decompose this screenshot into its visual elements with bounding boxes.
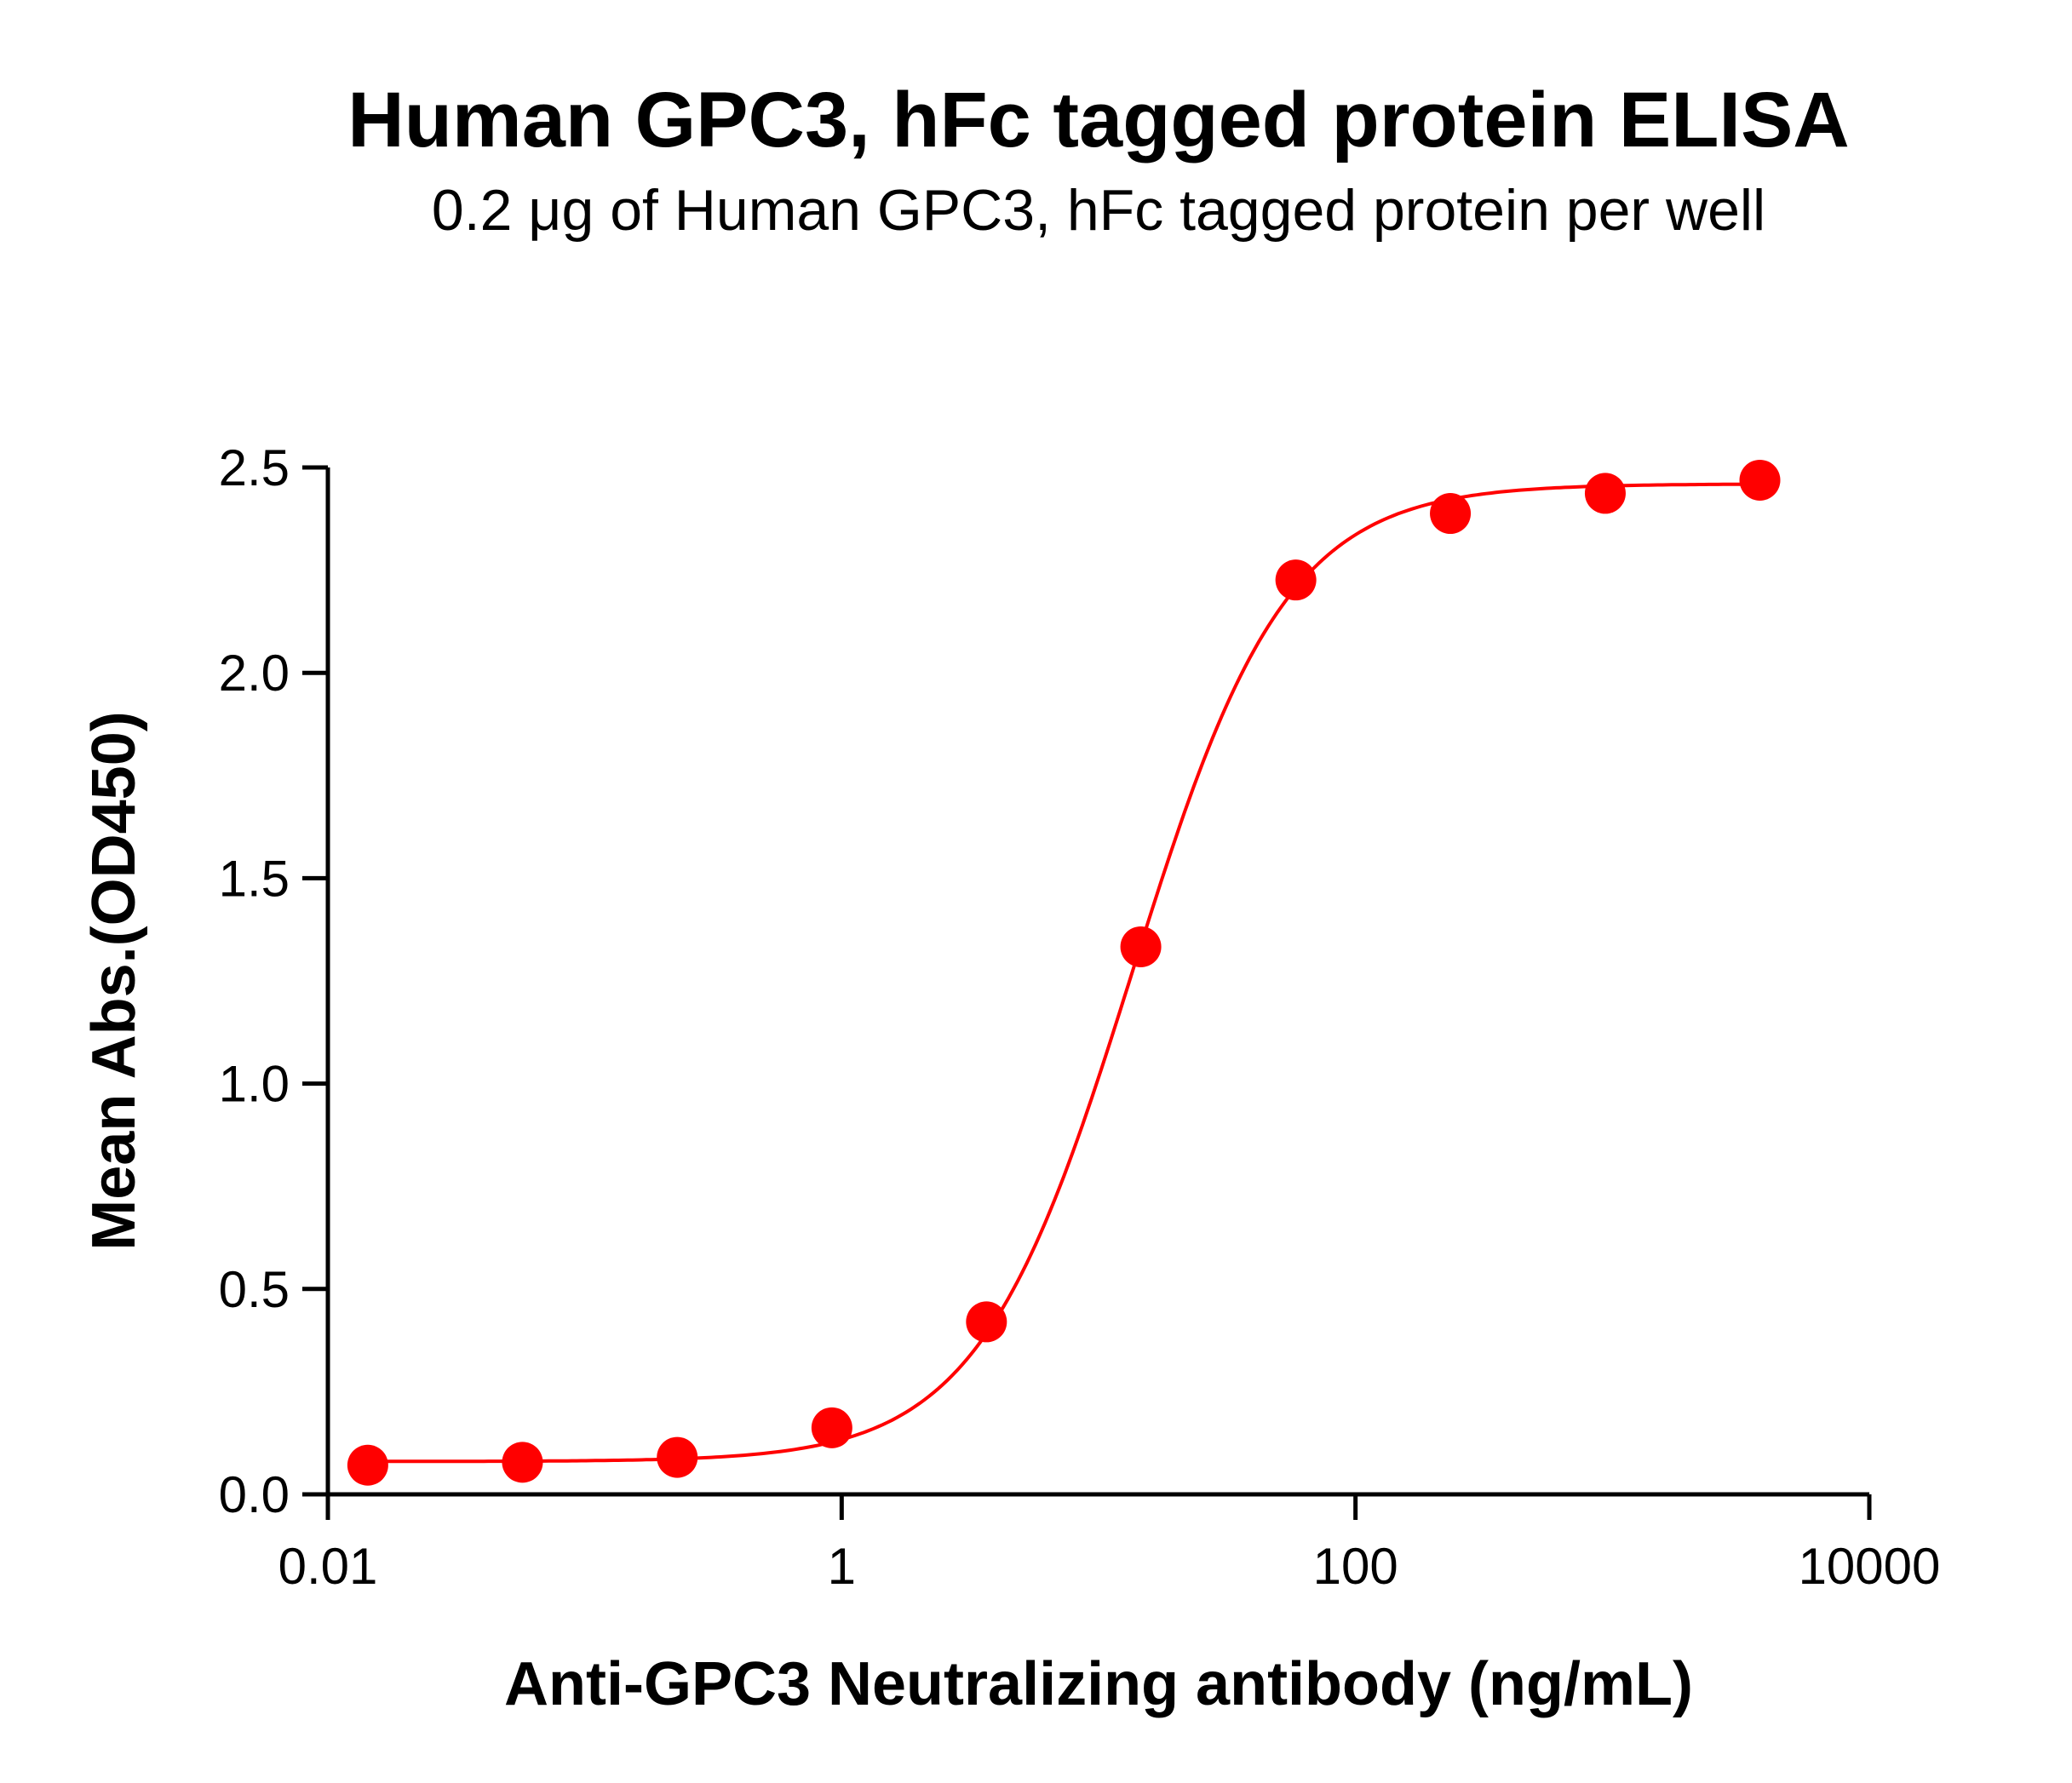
data-point bbox=[1739, 459, 1781, 501]
data-point bbox=[1120, 926, 1162, 967]
fit-curve bbox=[367, 482, 1760, 1464]
y-tick-label: 2.5 bbox=[219, 439, 290, 496]
chart-title: Human GPC3, hFc tagged protein ELISA bbox=[347, 77, 1850, 163]
data-point bbox=[1275, 559, 1317, 601]
chart-subtitle: 0.2 μg of Human GPC3, hFc tagged protein… bbox=[432, 178, 1765, 243]
data-point bbox=[502, 1442, 543, 1483]
y-tick-label: 1.5 bbox=[219, 850, 290, 907]
axes: 0.0 0.5 1.0 1.5 2.0 2.5 0.01 1 100 10000 bbox=[219, 439, 1941, 1595]
x-axis-label: Anti-GPC3 Neutralizing antibody (ng/mL) bbox=[504, 1650, 1693, 1718]
y-tick-label: 1.0 bbox=[219, 1056, 290, 1113]
data-point bbox=[347, 1444, 388, 1486]
x-tick-label: 1 bbox=[828, 1538, 856, 1595]
y-tick-label: 0.5 bbox=[219, 1261, 290, 1318]
x-tick-label: 100 bbox=[1313, 1538, 1398, 1595]
x-tick-label: 10000 bbox=[1799, 1538, 1941, 1595]
y-axis-label: Mean Abs.(OD450) bbox=[80, 711, 148, 1250]
data-point bbox=[966, 1301, 1007, 1343]
x-tick-label: 0.01 bbox=[278, 1538, 378, 1595]
data-point bbox=[1584, 473, 1626, 514]
y-tick-label: 0.0 bbox=[219, 1466, 290, 1523]
data-points bbox=[347, 459, 1781, 1486]
data-point bbox=[1430, 493, 1472, 535]
y-tick-label: 2.0 bbox=[219, 645, 290, 702]
data-point bbox=[811, 1407, 852, 1448]
data-point bbox=[657, 1436, 698, 1478]
fit-curve-group bbox=[367, 482, 1760, 1464]
